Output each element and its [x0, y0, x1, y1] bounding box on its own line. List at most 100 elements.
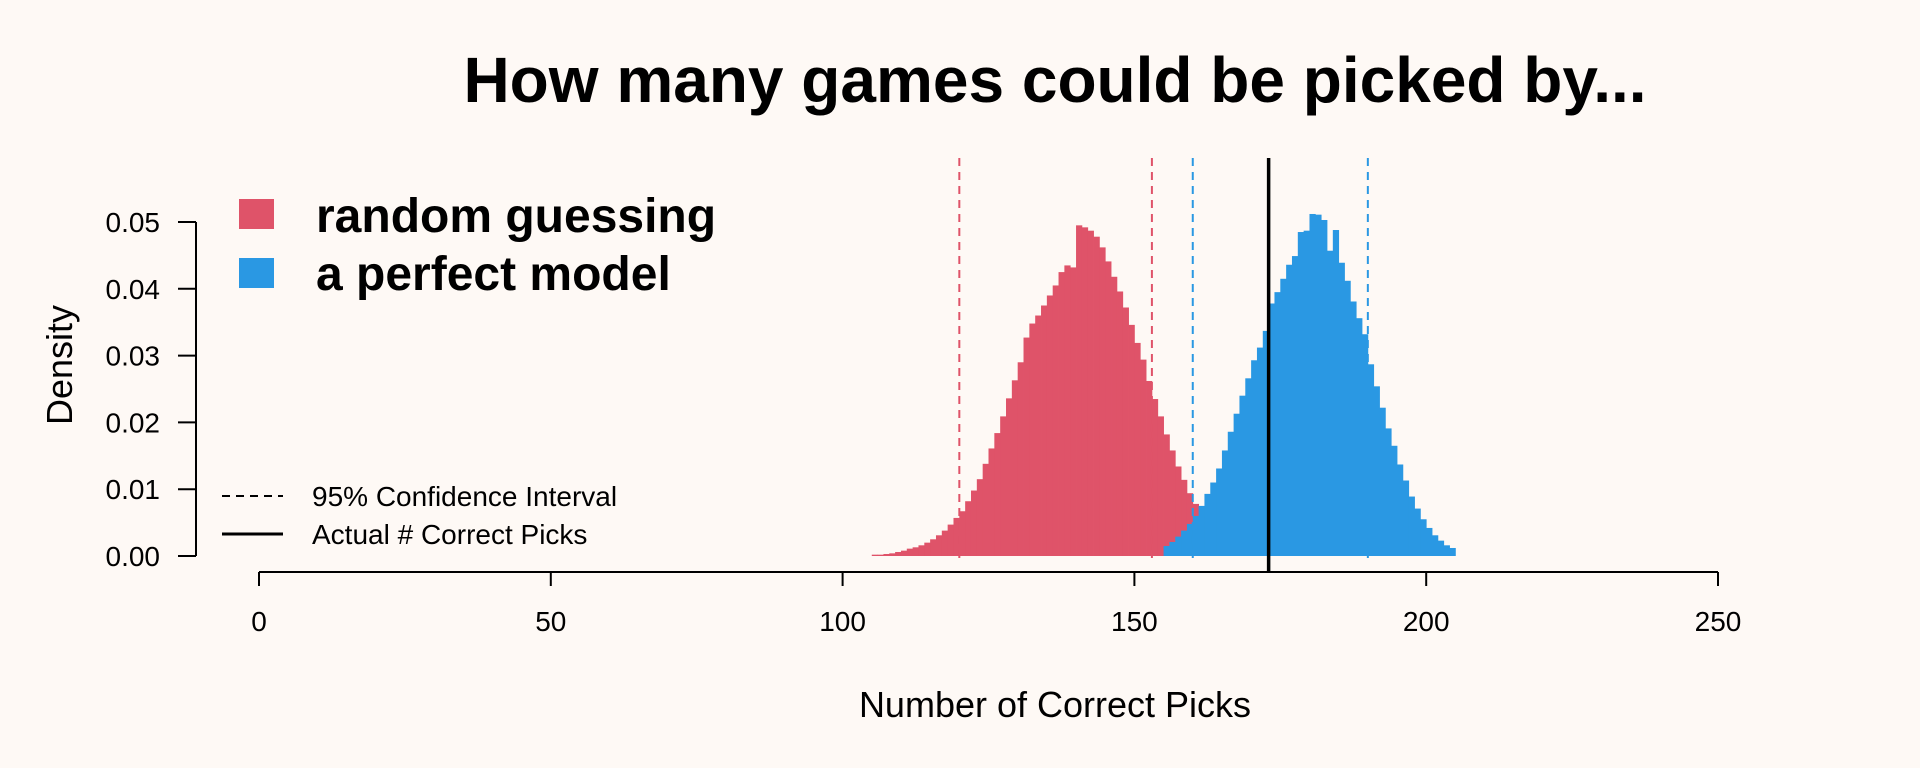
bar-perfect-model — [1332, 230, 1340, 557]
bar-random-guessing — [1052, 285, 1059, 556]
bar-perfect-model — [1338, 262, 1345, 556]
bar-perfect-model — [1280, 278, 1287, 556]
bar-random-guessing — [1064, 265, 1071, 556]
bar-perfect-model — [1262, 330, 1270, 556]
bar-random-guessing — [877, 554, 884, 556]
bar-perfect-model — [1274, 292, 1281, 556]
bar-random-guessing — [1140, 359, 1147, 556]
bar-random-guessing — [965, 501, 972, 556]
bar-random-guessing — [1093, 236, 1100, 557]
bar-random-guessing — [959, 511, 966, 556]
bar-random-guessing — [1105, 261, 1112, 556]
bar-perfect-model — [1379, 407, 1386, 556]
bar-random-guessing — [1128, 324, 1135, 556]
bar-perfect-model — [1344, 280, 1351, 556]
bar-perfect-model — [1245, 378, 1252, 556]
bar-random-guessing — [900, 550, 908, 556]
x-tick-label: 200 — [1403, 606, 1450, 637]
y-tick-label: 0.04 — [106, 274, 161, 305]
legend-label-random-guessing: random guessing — [316, 190, 716, 243]
bar-perfect-model — [1414, 508, 1421, 556]
bar-perfect-model — [1216, 468, 1223, 556]
bar-random-guessing — [895, 551, 902, 556]
bar-perfect-model — [1367, 364, 1375, 556]
bar-random-guessing — [906, 548, 914, 556]
bar-random-guessing — [1011, 380, 1019, 556]
legend-label-perfect-model: a perfect model — [316, 248, 671, 301]
bar-perfect-model — [1198, 505, 1205, 556]
bar-perfect-model — [1251, 360, 1258, 556]
bar-perfect-model — [1385, 428, 1392, 556]
bar-random-guessing — [1181, 479, 1188, 556]
bar-perfect-model — [1309, 213, 1316, 556]
chart-title: How many games could be picked by... — [463, 44, 1646, 116]
x-tick-label: 100 — [819, 606, 866, 637]
legend-label-actual: Actual # Correct Picks — [312, 519, 587, 550]
bar-random-guessing — [1151, 399, 1159, 556]
bar-random-guessing — [1023, 337, 1030, 556]
bar-perfect-model — [1315, 214, 1322, 557]
y-tick-label: 0.02 — [106, 407, 161, 438]
bar-perfect-model — [1204, 493, 1211, 556]
legend-swatch-random-guessing — [239, 199, 274, 229]
bar-perfect-model — [1362, 334, 1369, 556]
bar-random-guessing — [912, 547, 919, 556]
x-tick-label: 250 — [1695, 606, 1742, 637]
bar-perfect-model — [1233, 413, 1240, 556]
x-axis: 0 50 100 150 200 250 — [251, 571, 1742, 637]
bar-random-guessing — [982, 463, 989, 556]
bar-perfect-model — [1163, 545, 1170, 556]
bar-random-guessing — [1070, 267, 1077, 556]
legend-series: random guessing a perfect model — [239, 190, 716, 301]
bar-random-guessing — [947, 524, 954, 556]
x-tick-label: 50 — [535, 606, 566, 637]
bar-perfect-model — [1286, 264, 1293, 556]
bar-perfect-model — [1426, 527, 1433, 556]
bar-perfect-model — [1326, 250, 1334, 556]
bar-random-guessing — [918, 545, 925, 556]
bar-random-guessing — [976, 479, 984, 556]
bar-random-guessing — [1087, 230, 1094, 556]
bar-random-guessing — [889, 553, 896, 556]
bar-perfect-model — [1402, 480, 1410, 556]
bar-perfect-model — [1175, 536, 1182, 556]
bar-perfect-model — [1449, 547, 1456, 556]
bar-perfect-model — [1181, 530, 1188, 556]
bar-perfect-model — [1303, 230, 1310, 556]
y-axis: 0.00 0.01 0.02 0.03 0.04 0.05 — [106, 207, 197, 572]
bar-perfect-model — [1432, 535, 1439, 556]
bar-random-guessing — [924, 542, 931, 556]
y-axis-label: Density — [39, 305, 80, 425]
bar-random-guessing — [994, 433, 1001, 556]
bar-random-guessing — [930, 539, 937, 556]
bars-layer — [871, 213, 1456, 557]
bar-random-guessing — [1157, 416, 1164, 556]
bar-perfect-model — [1397, 464, 1404, 556]
bar-perfect-model — [1291, 256, 1299, 556]
bar-perfect-model — [1239, 395, 1246, 556]
bar-random-guessing — [1017, 362, 1024, 556]
bar-random-guessing — [1116, 291, 1124, 556]
bar-random-guessing — [1175, 466, 1182, 556]
bar-random-guessing — [970, 490, 978, 556]
y-tick-label: 0.03 — [106, 341, 161, 372]
bar-random-guessing — [1000, 416, 1007, 556]
bar-random-guessing — [871, 554, 879, 556]
bar-random-guessing — [1058, 272, 1065, 556]
bar-perfect-model — [1443, 545, 1450, 556]
bar-random-guessing — [1146, 380, 1153, 556]
bar-random-guessing — [935, 535, 943, 556]
bar-random-guessing — [953, 517, 960, 556]
bar-random-guessing — [988, 448, 995, 556]
bar-random-guessing — [1111, 276, 1118, 556]
bar-perfect-model — [1373, 386, 1380, 556]
bar-random-guessing — [941, 530, 949, 556]
bar-random-guessing — [883, 553, 890, 556]
bar-perfect-model — [1350, 301, 1357, 556]
reference-lines-layer — [958, 158, 1369, 572]
bar-random-guessing — [1122, 307, 1129, 556]
bar-random-guessing — [1035, 315, 1042, 556]
legend-lines: 95% Confidence Interval Actual # Correct… — [222, 481, 617, 550]
bar-random-guessing — [1046, 295, 1054, 556]
